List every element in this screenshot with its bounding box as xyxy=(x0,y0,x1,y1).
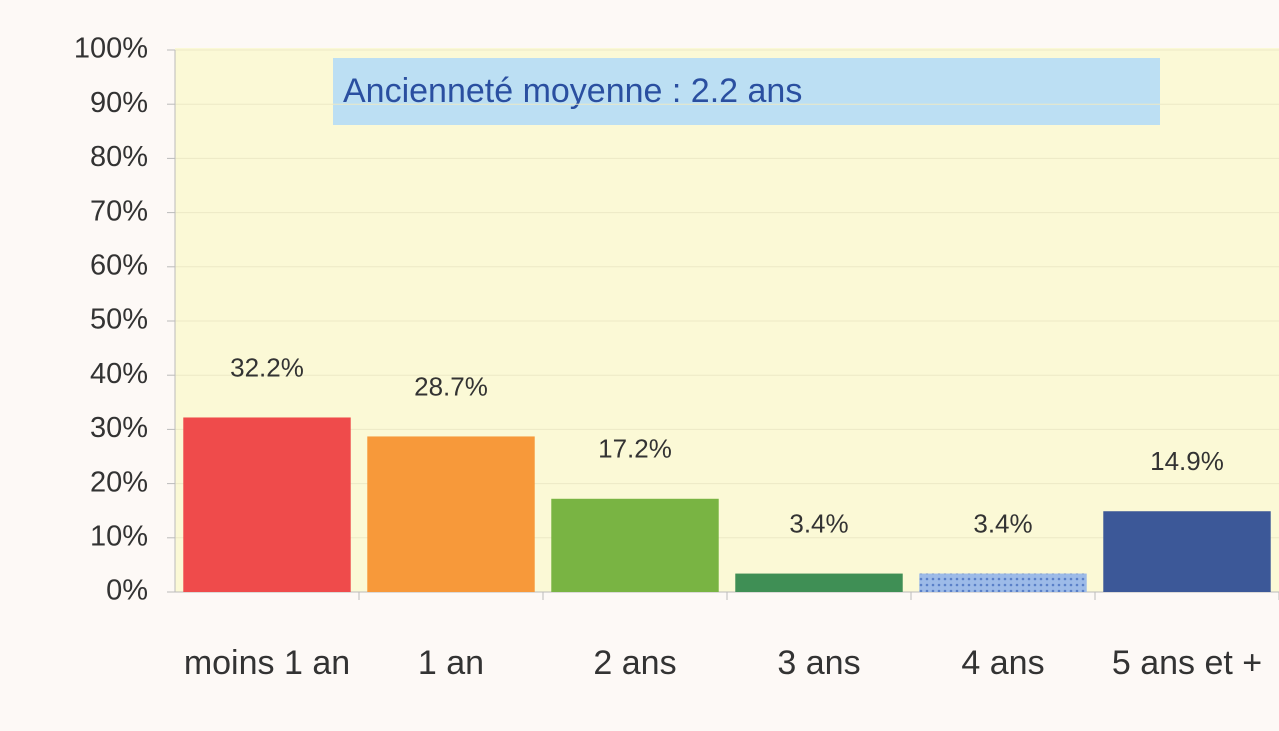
x-tick-label: 2 ans xyxy=(593,644,677,682)
x-tick-label: 3 ans xyxy=(777,644,861,682)
value-label: 3.4% xyxy=(973,508,1032,538)
plot-area xyxy=(175,48,1279,592)
y-tick-label: 100% xyxy=(74,33,148,65)
y-tick-label: 40% xyxy=(90,358,148,390)
y-tick-label: 90% xyxy=(90,87,148,119)
bar xyxy=(183,417,351,592)
bar xyxy=(735,573,903,592)
bar xyxy=(1103,511,1271,592)
y-tick-label: 10% xyxy=(90,520,148,552)
x-tick-label: moins 1 an xyxy=(183,644,351,682)
x-tick-label: 1 an xyxy=(417,644,485,682)
x-tick-label: 5 ans et + xyxy=(1111,644,1263,682)
annotation-box xyxy=(333,58,1160,125)
y-tick-label: 0% xyxy=(106,575,148,607)
value-label: 17.2% xyxy=(598,434,672,464)
annotation: Ancienneté moyenne : 2.2 ans xyxy=(343,72,802,110)
y-tick-label: 70% xyxy=(90,195,148,227)
x-tick-label: 4 ans xyxy=(961,644,1045,682)
y-tick-label: 30% xyxy=(90,412,148,444)
y-tick-label: 20% xyxy=(90,466,148,498)
y-tick-label: 80% xyxy=(90,141,148,173)
value-label: 28.7% xyxy=(414,371,488,401)
bar xyxy=(919,573,1087,592)
y-tick-label: 60% xyxy=(90,249,148,281)
value-label: 32.2% xyxy=(230,352,304,382)
value-label: 3.4% xyxy=(789,508,848,538)
y-tick-label: 50% xyxy=(90,304,148,336)
bar xyxy=(551,498,719,592)
bar xyxy=(367,436,535,592)
value-label: 14.9% xyxy=(1150,446,1224,476)
